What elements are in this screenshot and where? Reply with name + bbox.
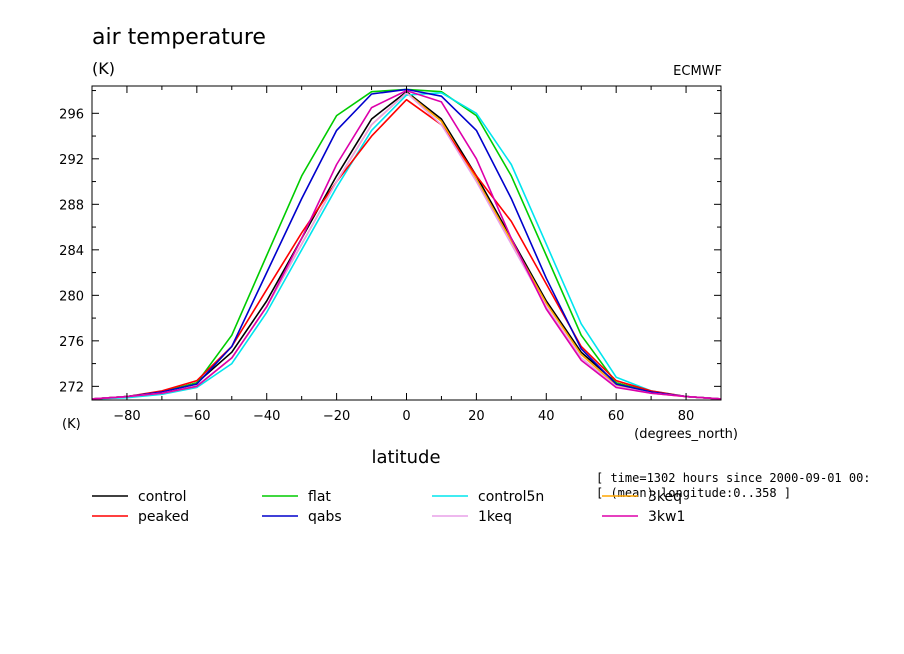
chart-subtitle: (K) <box>92 59 115 78</box>
axis-ticks: −80 −60 −40 −20 0 20 40 60 80 272 276 280 284 288 292 2… <box>59 86 722 424</box>
legend-label-control: control <box>138 489 187 505</box>
series-line-control <box>91 90 722 400</box>
series-line-peaked <box>91 98 722 400</box>
series-line-flat <box>91 88 722 400</box>
x-axis-unit: (degrees_north) <box>634 427 738 442</box>
plot-frame <box>91 85 722 401</box>
legend-label-peaked: peaked <box>138 509 189 525</box>
source-label: ECMWF <box>673 64 722 79</box>
x-axis-label: latitude <box>371 447 440 468</box>
y-tick-label: 284 <box>59 244 84 259</box>
y-tick-label: 296 <box>59 107 84 122</box>
series-line-1keq <box>91 92 722 400</box>
legend-label-qabs: qabs <box>308 509 342 525</box>
x-tick-label: −40 <box>253 409 280 424</box>
y-tick-label: 276 <box>59 335 84 350</box>
legend-label-control5n: control5n <box>478 489 544 505</box>
legend: control flat control5n 3keq peaked qabs 1keq 3k… <box>92 489 685 525</box>
legend-label-flat: flat <box>308 489 331 505</box>
x-tick-label: 60 <box>608 409 625 424</box>
series-line-control5n <box>91 92 722 400</box>
chart-title: air temperature <box>92 25 266 50</box>
x-tick-label: 20 <box>468 409 485 424</box>
plot-lines <box>91 88 722 400</box>
legend-label-3keq: 3keq <box>648 489 682 505</box>
legend-label-3kw1: 3kw1 <box>648 509 685 525</box>
x-tick-label: −20 <box>323 409 350 424</box>
longitude-note: [ (mean) longitude:0..358 ] <box>596 486 791 500</box>
x-tick-label: −80 <box>113 409 140 424</box>
x-tick-label: −60 <box>183 409 210 424</box>
x-tick-label: 40 <box>538 409 555 424</box>
time-note: [ time=1302 hours since 2000-09-01 00: <box>596 471 871 485</box>
y-tick-label: 272 <box>59 380 84 395</box>
y-tick-label: 288 <box>59 198 84 213</box>
y-tick-label: 292 <box>59 153 84 168</box>
series-line-3keq <box>91 92 722 400</box>
y-tick-label: 280 <box>59 289 84 304</box>
x-tick-label: 80 <box>678 409 695 424</box>
series-line-3kw1 <box>91 89 722 400</box>
legend-label-1keq: 1keq <box>478 509 512 525</box>
x-tick-label: 0 <box>402 409 410 424</box>
series-line-qabs <box>91 88 722 400</box>
y-axis-unit: (K) <box>62 417 81 432</box>
